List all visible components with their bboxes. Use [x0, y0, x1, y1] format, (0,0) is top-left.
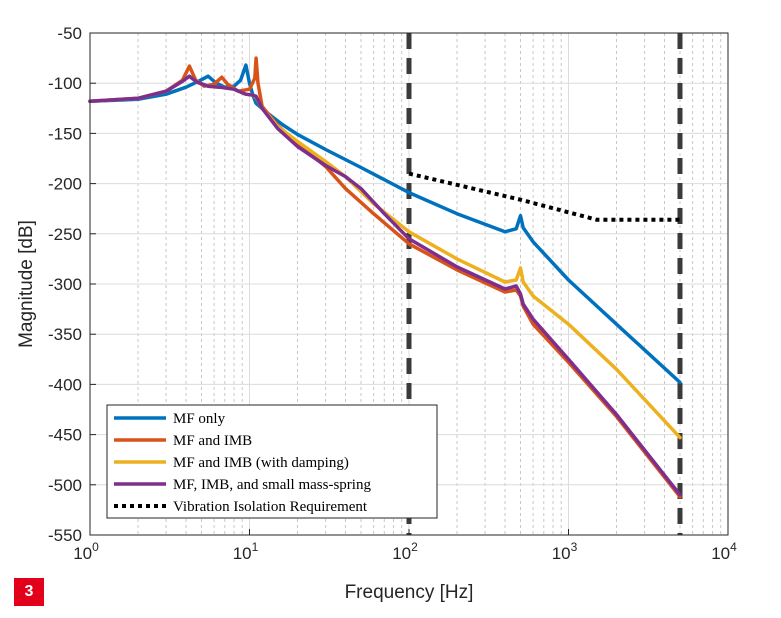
- legend: MF only MF and IMB MF and IMB (with dampin…: [106, 404, 438, 519]
- legend-label: MF and IMB: [173, 433, 252, 449]
- legend-label: MF only: [173, 411, 226, 427]
- y-tick-label: -500: [48, 476, 82, 495]
- y-tick-label: -100: [48, 74, 82, 93]
- x-tick-label: 100: [73, 540, 99, 563]
- y-tick-label: -50: [57, 24, 82, 43]
- series-lines: [88, 56, 682, 499]
- x-tick-label: 104: [711, 540, 737, 563]
- x-tick-label: 102: [392, 540, 418, 563]
- y-tick-label: -350: [48, 325, 82, 344]
- y-axis-label: Magnitude [dB]: [16, 220, 37, 348]
- x-axis-label: Frequency [Hz]: [345, 582, 474, 603]
- x-tick-label: 101: [233, 540, 259, 563]
- legend-label: Vibration Isolation Requirement: [173, 499, 368, 515]
- y-tick-label: -400: [48, 375, 82, 394]
- y-tick-label: -150: [48, 124, 82, 143]
- series-line-4: [408, 171, 680, 222]
- figure-number-badge: 3: [14, 578, 44, 606]
- legend-label: MF, IMB, and small mass-spring: [173, 477, 371, 493]
- y-tick-label: -250: [48, 225, 82, 244]
- x-tick-label: 103: [552, 540, 578, 563]
- vertical-dashed-lines: [406, 33, 683, 535]
- series-line-3: [88, 74, 682, 497]
- y-tick-label: -200: [48, 175, 82, 194]
- y-tick-label: -450: [48, 426, 82, 445]
- y-tick-label: -550: [48, 526, 82, 545]
- tick-labels: -50 -100 -150 -200 -250 -300 -350 -400 -450 -500 -…: [48, 24, 737, 563]
- legend-label: MF and IMB (with damping): [173, 455, 349, 471]
- y-tick-label: -300: [48, 275, 82, 294]
